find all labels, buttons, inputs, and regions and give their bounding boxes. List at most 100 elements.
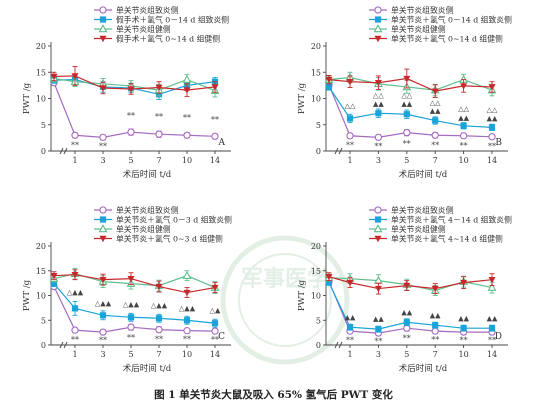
data-point bbox=[127, 275, 135, 283]
data-point bbox=[325, 273, 333, 281]
data-point bbox=[403, 319, 410, 326]
data-point bbox=[431, 131, 439, 139]
data-point bbox=[155, 315, 163, 322]
data-point bbox=[325, 83, 333, 91]
data-point bbox=[325, 279, 333, 286]
legend-item-4-marker bbox=[374, 235, 382, 243]
x-tick-label: 3 bbox=[376, 156, 381, 165]
data-point bbox=[50, 280, 58, 287]
x-tick-label: 7 bbox=[433, 350, 438, 359]
data-point bbox=[127, 323, 135, 331]
data-point bbox=[99, 85, 107, 92]
x-tick-label: 7 bbox=[433, 156, 438, 165]
significance-mark: ** bbox=[431, 141, 439, 150]
significance-mark: △△ bbox=[401, 91, 412, 99]
legend-item-3-marker bbox=[98, 24, 108, 33]
significance-mark: ** bbox=[431, 336, 439, 345]
x-axis-break-mark bbox=[63, 147, 68, 155]
significance-mark: ▲▲ bbox=[373, 100, 384, 108]
data-point bbox=[346, 279, 354, 287]
legend-item-2-marker bbox=[99, 16, 107, 23]
significance-mark: ** bbox=[460, 141, 468, 150]
legend-label: 单关节炎＋氢气 0~14 d 组健侧 bbox=[391, 34, 503, 44]
series-3 bbox=[324, 272, 497, 296]
data-point bbox=[431, 88, 439, 95]
data-point bbox=[488, 124, 496, 131]
legend-item-4-marker bbox=[99, 235, 107, 243]
data-point bbox=[325, 76, 333, 84]
x-tick-label: 1 bbox=[72, 350, 77, 359]
x-axis-break-mark bbox=[63, 341, 68, 349]
y-tick-label: 5 bbox=[41, 121, 46, 130]
significance-mark: ** bbox=[403, 139, 411, 148]
legend-label: 假手术＋氢气 0－14 d 组致炎侧 bbox=[116, 15, 229, 25]
significance-mark: ▲▲ bbox=[401, 100, 412, 108]
data-point bbox=[403, 128, 411, 137]
data-point bbox=[183, 317, 191, 324]
y-tick-label: 20 bbox=[311, 42, 321, 51]
significance-mark: ** bbox=[183, 335, 191, 344]
data-point bbox=[403, 282, 411, 290]
legend-label: 单关节炎＋氢气 4~14 d 组健侧 bbox=[391, 234, 503, 244]
x-axis-title: 术后时间 t/d bbox=[399, 363, 448, 374]
significance-mark: △▲ bbox=[210, 306, 221, 314]
y-tick-label: 15 bbox=[311, 267, 321, 276]
data-point bbox=[99, 276, 107, 284]
data-point bbox=[182, 270, 192, 279]
significance-mark: ** bbox=[211, 336, 219, 345]
significance-mark: ** bbox=[374, 337, 382, 346]
y-tick-label: 0 bbox=[41, 341, 46, 350]
data-point bbox=[488, 325, 496, 332]
y-axis-title: PWT /g bbox=[22, 279, 32, 311]
significance-mark: ▲▲ bbox=[345, 313, 356, 321]
data-point bbox=[50, 73, 58, 81]
data-point bbox=[211, 320, 219, 327]
significance-mark: ▲▲ bbox=[487, 314, 498, 322]
data-point bbox=[71, 305, 79, 312]
data-point bbox=[459, 132, 468, 140]
x-axis-break-mark bbox=[59, 341, 64, 349]
data-point bbox=[375, 326, 382, 333]
significance-mark: △△ bbox=[458, 105, 469, 113]
significance-mark: ▲▲ bbox=[373, 315, 384, 323]
data-point bbox=[432, 322, 439, 329]
x-tick-label: 1 bbox=[347, 156, 352, 165]
legend-item-1-marker bbox=[99, 206, 107, 214]
data-point bbox=[460, 279, 468, 287]
x-tick-label: 5 bbox=[128, 156, 133, 165]
significance-mark: ** bbox=[374, 142, 382, 151]
x-tick-label: 10 bbox=[459, 350, 469, 359]
data-point bbox=[211, 284, 219, 292]
significance-mark: △△ bbox=[430, 99, 441, 107]
y-tick-label: 20 bbox=[36, 242, 46, 251]
y-tick-label: 20 bbox=[36, 42, 46, 51]
x-tick-label: 10 bbox=[459, 156, 469, 165]
y-axis-title: PWT /g bbox=[297, 82, 307, 114]
data-point bbox=[460, 325, 467, 332]
data-point bbox=[375, 110, 382, 117]
legend-item-1-marker bbox=[99, 6, 107, 14]
significance-mark: ▲▲ bbox=[458, 314, 469, 322]
significance-mark: ** bbox=[460, 336, 468, 345]
data-point bbox=[182, 74, 192, 83]
data-point bbox=[431, 285, 439, 293]
data-point bbox=[71, 131, 79, 139]
legend-label: 单关节炎组致炎侧 bbox=[391, 205, 454, 215]
significance-mark: ▲▲ bbox=[487, 115, 498, 123]
legend-label: 单关节炎组致炎侧 bbox=[116, 5, 179, 15]
legend-item-2-marker bbox=[374, 16, 382, 23]
data-point bbox=[71, 272, 79, 279]
annotations: ** ** ** ** ** ** △▲▲ △▲▲ △▲▲ △▲▲ △▲▲ △▲ bbox=[67, 289, 221, 346]
legend-label: 单关节炎组健侧 bbox=[116, 24, 171, 34]
data-point bbox=[374, 285, 382, 293]
series-4 bbox=[50, 269, 219, 298]
x-tick-label: 10 bbox=[182, 156, 192, 165]
significance-mark: ** bbox=[403, 334, 411, 343]
x-tick-label: 3 bbox=[100, 350, 105, 359]
legend-label: 单关节炎组致炎侧 bbox=[116, 205, 179, 215]
data-point bbox=[432, 117, 439, 124]
